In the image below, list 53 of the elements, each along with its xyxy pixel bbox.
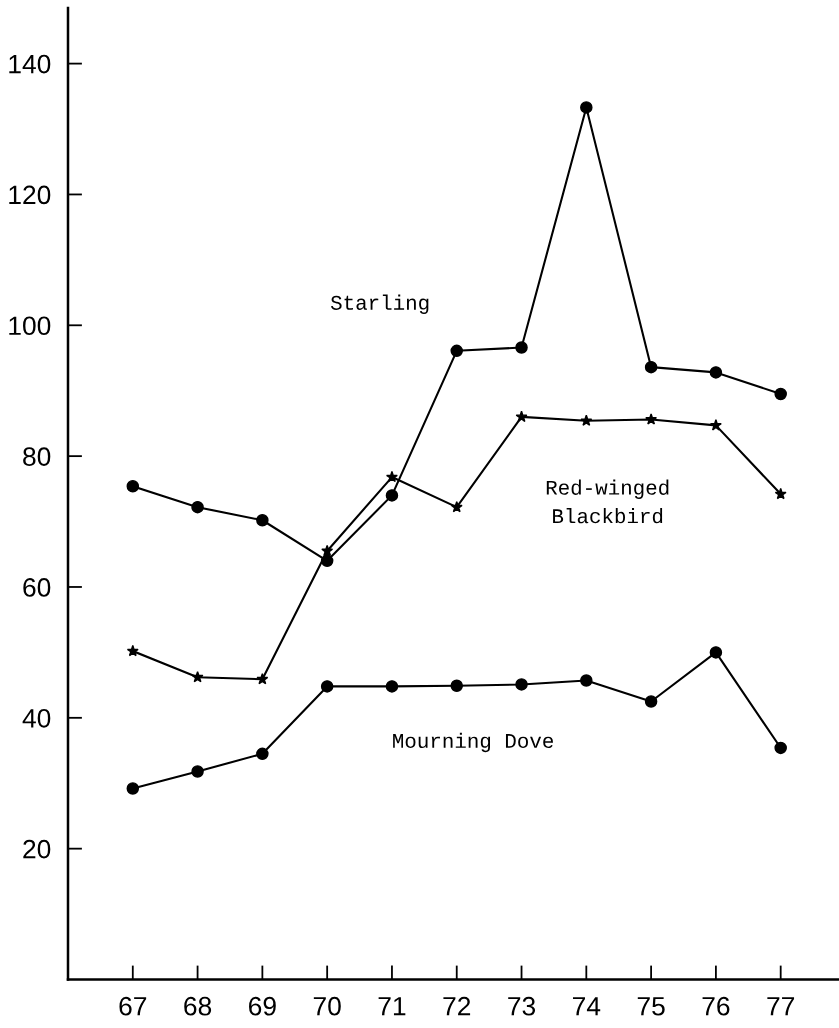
- point: [709, 419, 722, 431]
- point: [580, 674, 593, 687]
- y-tick-label: 80: [23, 447, 51, 466]
- point: [515, 410, 528, 423]
- point: [450, 500, 463, 513]
- x-tick-label: 71: [378, 997, 406, 1016]
- x-tick-label: 68: [184, 996, 212, 1016]
- point: [774, 487, 787, 500]
- x-tick-label: 67: [119, 996, 147, 1016]
- x-tick-label: 73: [508, 996, 536, 1016]
- series-label: Mourning Dove: [393, 732, 553, 753]
- point: [385, 489, 399, 502]
- point: [644, 360, 658, 374]
- point: [644, 695, 658, 708]
- text: Red-winged Blackbird: [546, 479, 669, 524]
- point: [450, 679, 463, 693]
- x-tick-label: 77: [767, 997, 795, 1016]
- point: [580, 414, 593, 426]
- point: [774, 387, 787, 401]
- point: [774, 741, 787, 755]
- point: [256, 672, 269, 685]
- point: [256, 747, 269, 761]
- point: [126, 644, 139, 657]
- y-tick-label: 40: [22, 708, 51, 728]
- point: [515, 678, 528, 691]
- point: [321, 544, 334, 557]
- point: [191, 671, 204, 683]
- point: [645, 413, 658, 425]
- x-tick-label: 70: [313, 996, 341, 1016]
- series-label: Starling: [330, 294, 429, 315]
- x-tick-label: 72: [443, 996, 471, 1016]
- point: [126, 782, 140, 795]
- point: [191, 500, 204, 514]
- point: [256, 513, 269, 527]
- y-tick-label: 20: [23, 839, 51, 859]
- point: [709, 646, 723, 659]
- point: [385, 680, 399, 693]
- point: [191, 765, 204, 778]
- point: [385, 470, 398, 483]
- point: [450, 344, 463, 358]
- x-tick-label: 76: [702, 996, 730, 1016]
- y-tick-label: 140: [9, 54, 51, 74]
- y-tick-label: 60: [23, 578, 51, 597]
- x-tick-label: 75: [637, 997, 665, 1016]
- point: [320, 680, 334, 693]
- x-tick-label: 69: [249, 996, 276, 1016]
- y-tick-label: 120: [9, 185, 51, 205]
- y-tick-label: 100: [9, 316, 51, 336]
- point: [580, 101, 593, 114]
- point: [126, 479, 140, 493]
- x-tick-label: 74: [573, 997, 601, 1016]
- point: [515, 341, 528, 354]
- point: [709, 366, 723, 379]
